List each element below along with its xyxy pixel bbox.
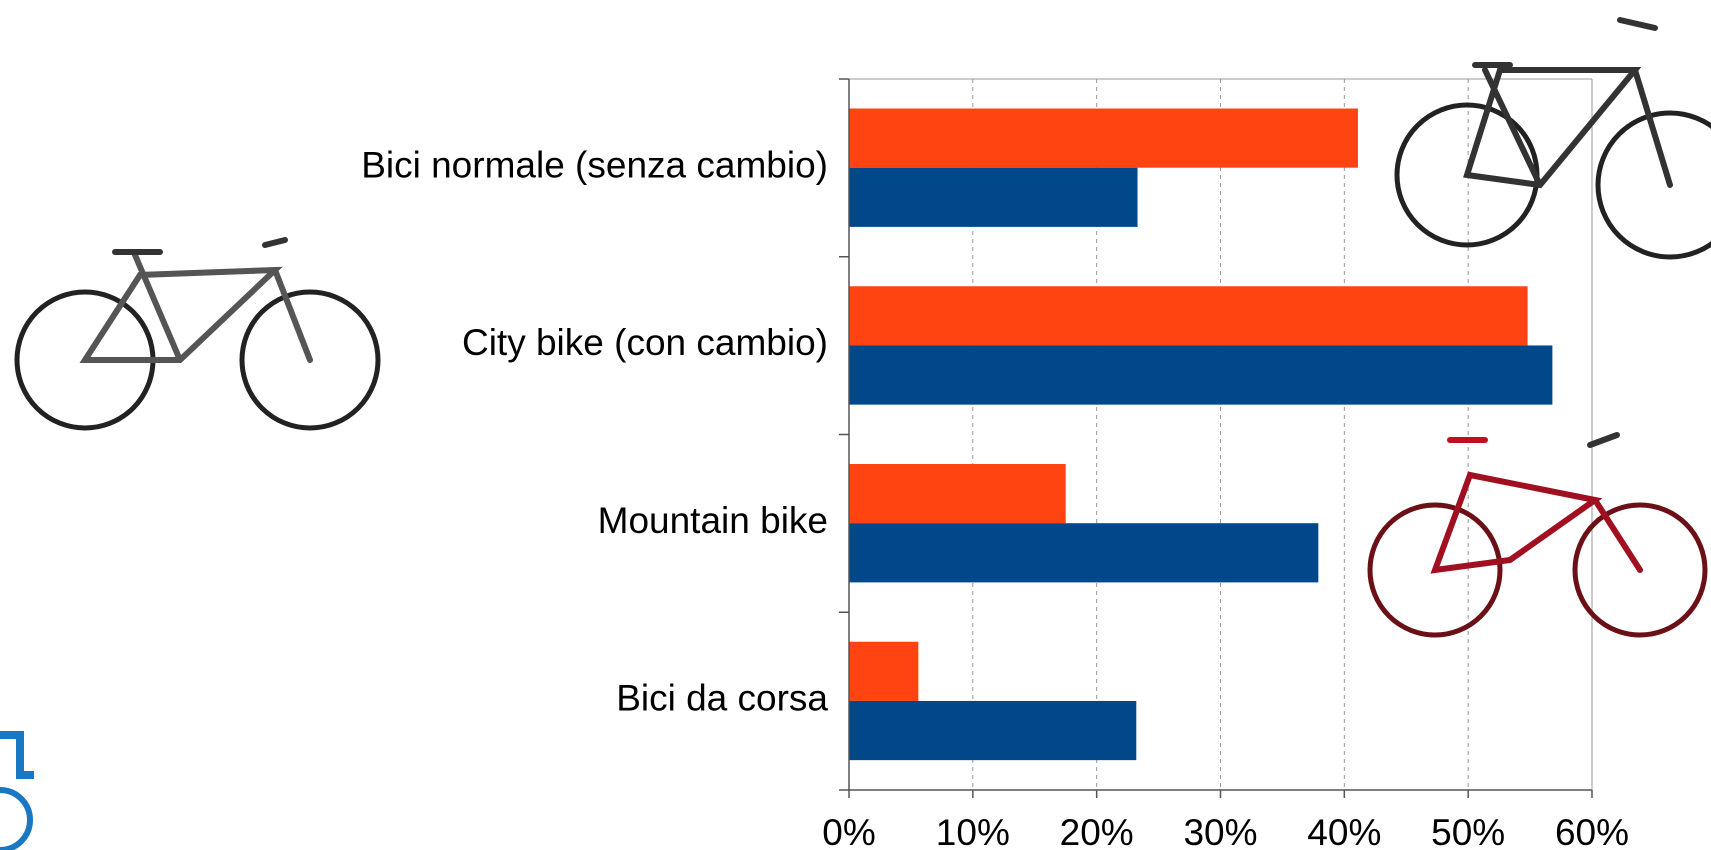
bar: [849, 464, 1066, 523]
bar: [849, 345, 1552, 404]
x-tick-label: 20%: [1060, 812, 1134, 850]
x-tick-label: 10%: [936, 812, 1010, 850]
y-tick-label: Mountain bike: [598, 500, 828, 541]
x-tick-label: 0%: [822, 812, 875, 850]
bar: [849, 701, 1136, 760]
bar: [849, 168, 1138, 227]
x-tick-label: 60%: [1555, 812, 1629, 850]
bar: [849, 286, 1528, 345]
chart: 0% 10% 20% 30% 40% 50% 60% Bici normale (senza …: [0, 0, 1711, 850]
y-tick-label: Bici da corsa: [616, 678, 828, 719]
logo: [0, 735, 34, 850]
y-tick-label: City bike (con cambio): [462, 322, 828, 363]
x-tick-label: 40%: [1307, 812, 1381, 850]
plot: 0% 10% 20% 30% 40% 50% 60% Bici normale (senza …: [361, 79, 1629, 850]
y-tick-label: Bici normale (senza cambio): [361, 144, 828, 185]
bar: [849, 642, 918, 701]
bike-picture: [1370, 435, 1705, 635]
bar: [849, 109, 1358, 168]
x-tick-label: 30%: [1183, 812, 1257, 850]
bike-picture: [17, 240, 378, 428]
bar: [849, 523, 1318, 582]
x-tick-label: 50%: [1431, 812, 1505, 850]
bike-picture: [1397, 20, 1711, 257]
